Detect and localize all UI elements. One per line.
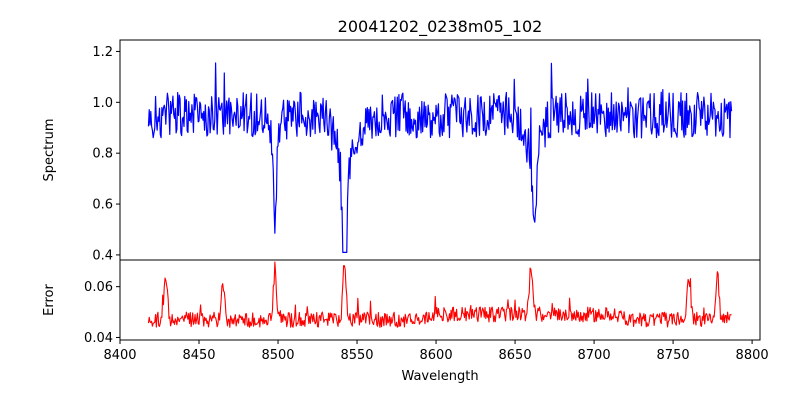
spectrum-line: [147, 62, 733, 253]
x-tick-label: 8800: [736, 348, 769, 363]
spectrum-plot-area: [120, 40, 760, 260]
spectrum-y-axis-title: Spectrum: [42, 119, 57, 182]
chart-title: 20041202_0238m05_102: [338, 17, 543, 37]
error-y-tick-label: 0.04: [84, 331, 113, 346]
x-tick-label: 8550: [340, 348, 373, 363]
spectrum-y-tick-label: 0.4: [92, 248, 113, 263]
x-tick-label: 8450: [182, 348, 215, 363]
error-line: [147, 261, 732, 328]
x-tick-label: 8700: [578, 348, 611, 363]
x-tick-label: 8600: [420, 348, 453, 363]
spectrum-y-tick-label: 0.6: [92, 198, 113, 213]
x-tick-label: 8500: [261, 348, 294, 363]
spectrum-series: [147, 62, 733, 253]
spectrum-y-tick-label: 0.8: [92, 147, 113, 162]
spectrum-y-tick-label: 1.2: [92, 45, 113, 60]
error-frame: [119, 259, 761, 341]
error-panel: 0.04 0.06 8400 8450 8500 8550 8600 8650 8700 875…: [42, 259, 769, 384]
x-tick-label: 8650: [499, 348, 532, 363]
x-tick-label: 8400: [103, 348, 136, 363]
error-y-ticks: 0.04 0.06: [84, 280, 120, 346]
spectrum-y-ticks: 0.4 0.6 0.8 1.0 1.2: [92, 45, 120, 263]
x-tick-label: 8750: [657, 348, 690, 363]
error-x-ticks: 8400 8450 8500 8550 8600 8650 8700 8750 8800: [103, 340, 769, 363]
spectrum-y-tick-label: 1.0: [92, 96, 113, 111]
error-series: [147, 261, 732, 328]
error-plot-area: [120, 260, 760, 340]
spectrum-panel: 0.4 0.6 0.8 1.0 1.2 Spectrum: [42, 39, 761, 263]
error-y-axis-title: Error: [42, 284, 57, 316]
error-y-tick-label: 0.06: [84, 280, 113, 295]
x-axis-title: Wavelength: [401, 369, 478, 384]
